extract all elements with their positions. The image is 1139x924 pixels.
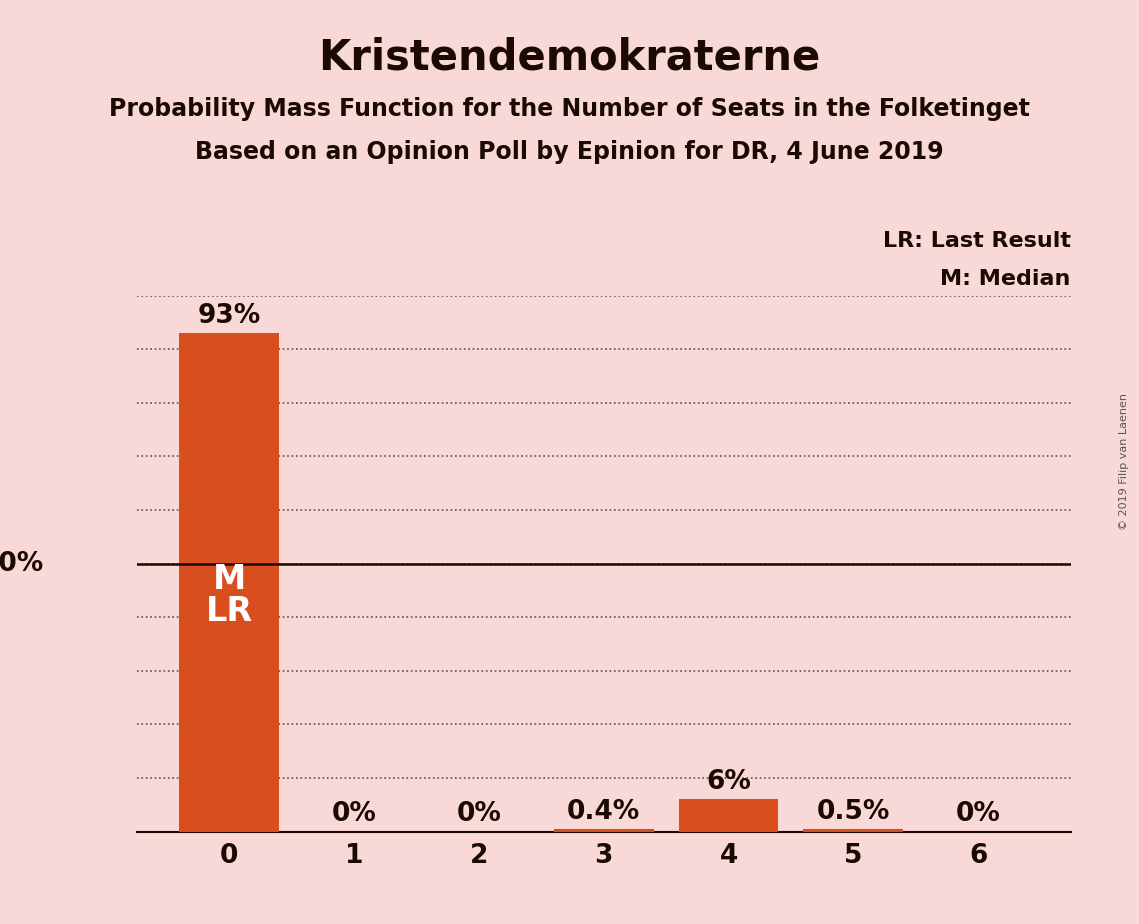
Bar: [679, 799, 778, 832]
Text: 6%: 6%: [706, 769, 751, 796]
Bar: [803, 829, 903, 832]
Text: Kristendemokraterne: Kristendemokraterne: [319, 37, 820, 79]
Bar: [179, 334, 279, 832]
Text: Based on an Opinion Poll by Epinion for DR, 4 June 2019: Based on an Opinion Poll by Epinion for …: [195, 140, 944, 164]
Text: 0%: 0%: [457, 801, 501, 827]
Text: 50%: 50%: [0, 551, 43, 577]
Text: LR: Last Result: LR: Last Result: [883, 231, 1071, 251]
Text: © 2019 Filip van Laenen: © 2019 Filip van Laenen: [1120, 394, 1129, 530]
Text: M: M: [213, 564, 246, 596]
Text: 0.5%: 0.5%: [817, 798, 890, 824]
Text: 0%: 0%: [331, 801, 376, 827]
Text: Probability Mass Function for the Number of Seats in the Folketinget: Probability Mass Function for the Number…: [109, 97, 1030, 121]
Text: M: Median: M: Median: [941, 269, 1071, 289]
Text: 0.4%: 0.4%: [567, 799, 640, 825]
Text: LR: LR: [205, 595, 253, 628]
Text: 93%: 93%: [197, 303, 261, 329]
Bar: [554, 830, 654, 832]
Text: 0%: 0%: [956, 801, 1001, 827]
